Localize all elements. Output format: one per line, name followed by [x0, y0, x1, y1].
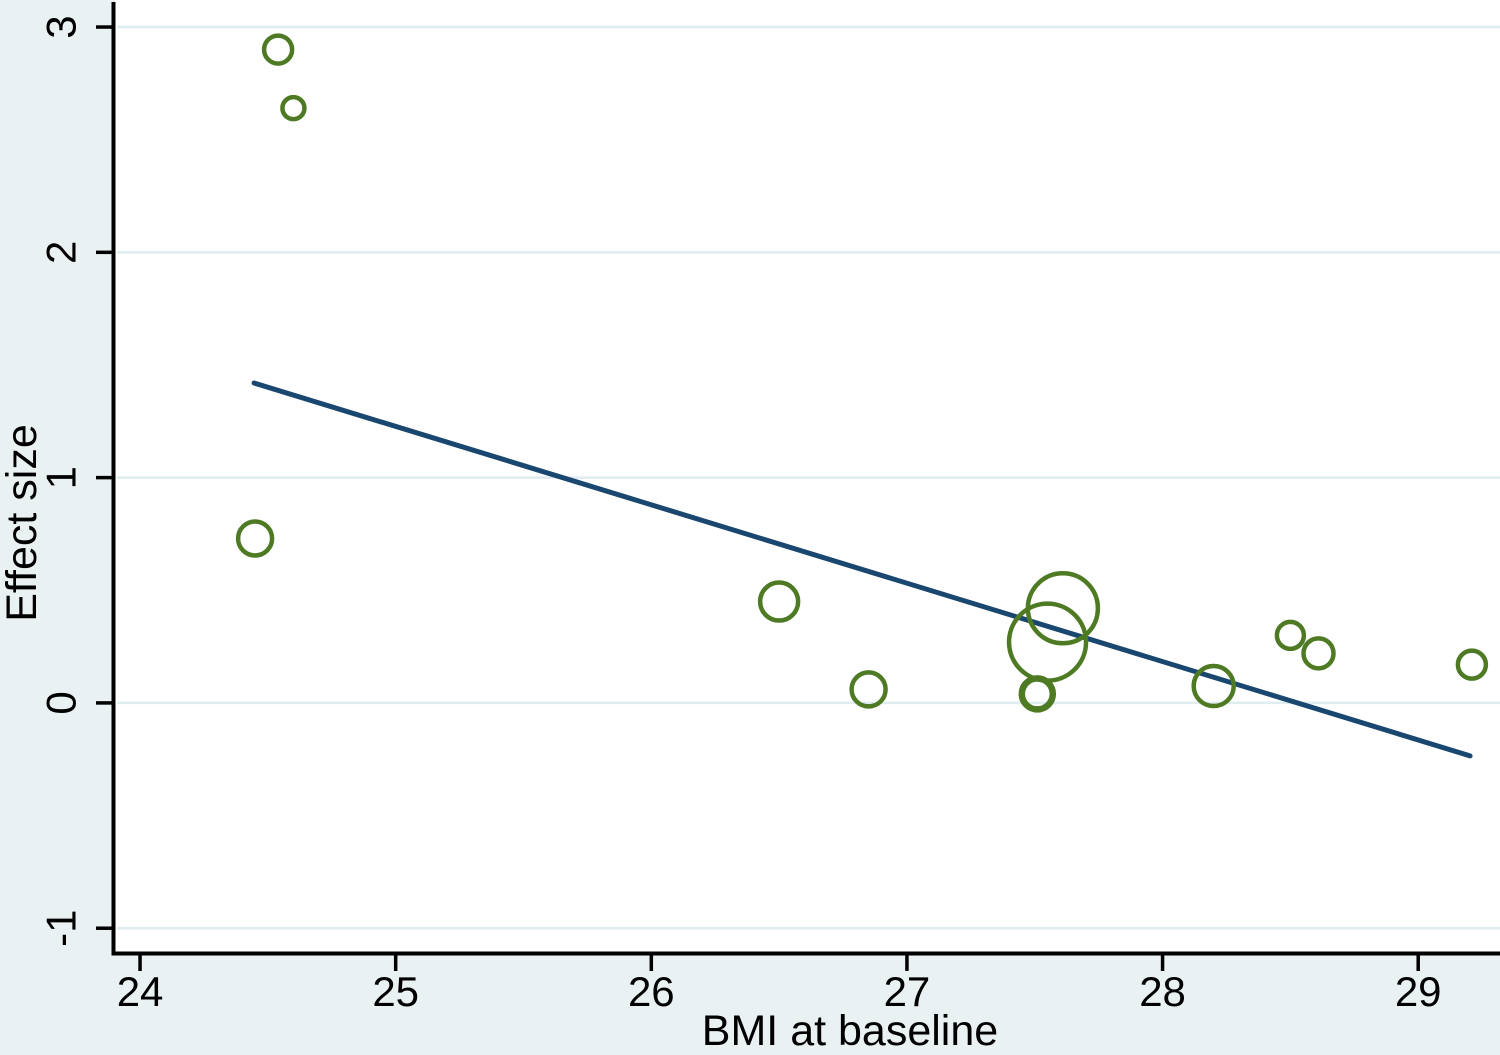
- y-axis-title: Effect size: [0, 424, 46, 622]
- regression-line: [251, 380, 1473, 759]
- data-bubble: [1025, 571, 1101, 646]
- x-tick-label: 29: [1395, 968, 1442, 1015]
- y-tick-label: 1: [38, 466, 85, 489]
- data-bubble: [261, 33, 295, 66]
- x-tick-label: 27: [884, 968, 931, 1015]
- y-tick-label: 0: [38, 691, 85, 714]
- data-bubble: [1006, 601, 1089, 683]
- data-bubble: [849, 670, 888, 709]
- data-bubble: [1018, 675, 1057, 713]
- data-bubble: [280, 94, 307, 122]
- y-tick-label: 3: [38, 15, 85, 38]
- data-bubble: [1455, 648, 1489, 681]
- data-bubble: [1274, 619, 1307, 652]
- data-bubble: [1301, 636, 1336, 671]
- data-bubble: [757, 580, 801, 623]
- data-bubble: [235, 519, 275, 558]
- x-tick-label: 25: [372, 968, 419, 1015]
- x-tick-label: 28: [1139, 968, 1186, 1015]
- x-axis-title: BMI at baseline: [701, 1007, 999, 1055]
- x-tick-label: 24: [117, 968, 164, 1015]
- y-tick-label: -1: [38, 910, 85, 947]
- data-bubble: [1191, 663, 1236, 709]
- y-tick-label: 2: [38, 241, 85, 264]
- x-tick-label: 26: [628, 968, 675, 1015]
